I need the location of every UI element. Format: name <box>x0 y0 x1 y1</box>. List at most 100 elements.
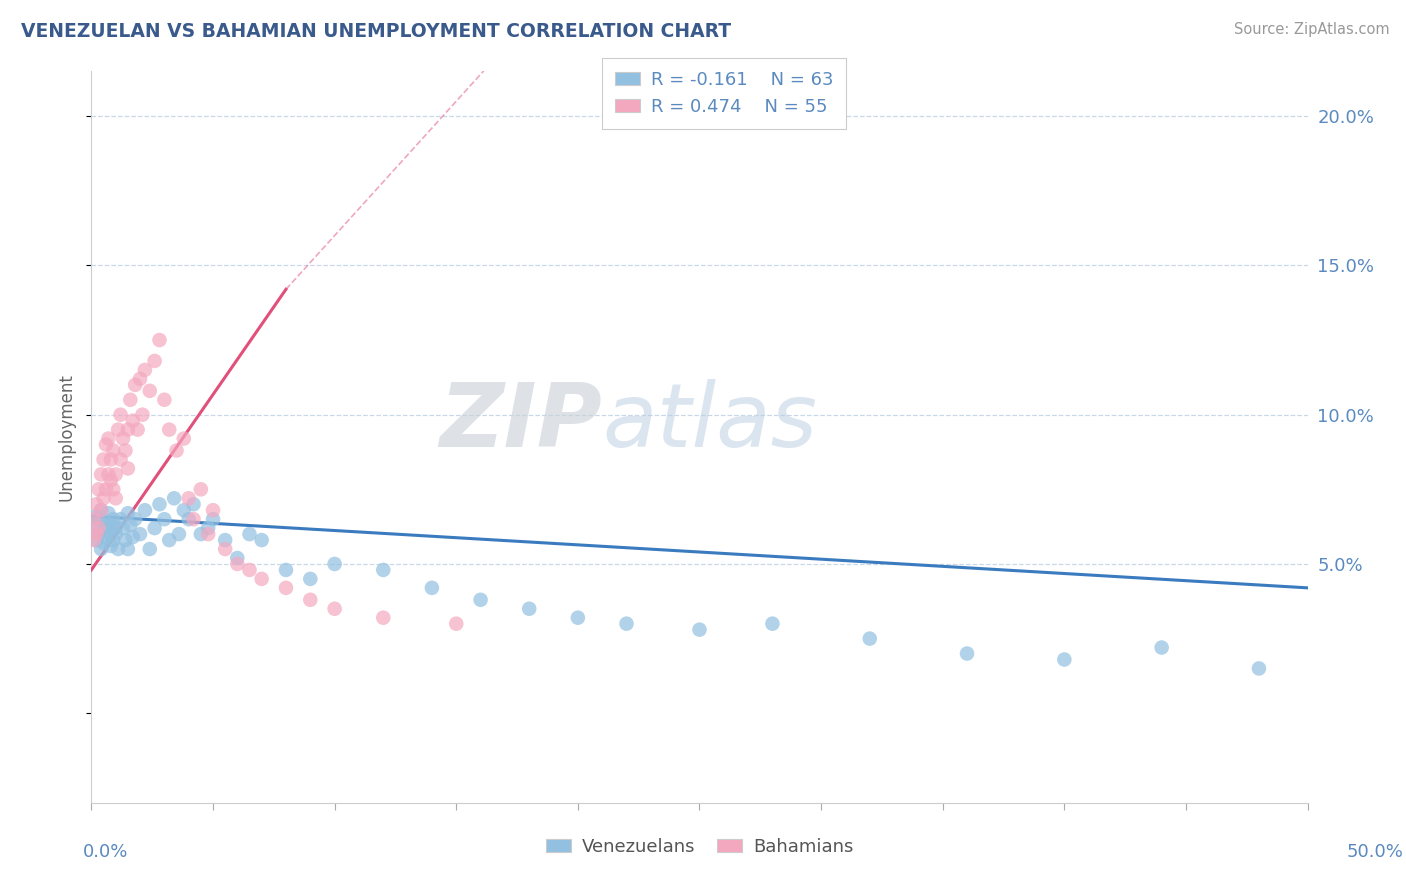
Point <box>202 503 225 517</box>
Point <box>761 616 783 631</box>
Point <box>129 372 152 386</box>
Point <box>238 563 260 577</box>
Point <box>127 423 149 437</box>
Legend: Venezuelans, Bahamians: Venezuelans, Bahamians <box>538 830 860 863</box>
Point <box>202 512 225 526</box>
Point <box>323 601 346 615</box>
Point <box>197 527 219 541</box>
Point <box>124 377 146 392</box>
Point <box>84 533 107 547</box>
Point <box>87 527 110 541</box>
Point <box>121 530 143 544</box>
Point <box>134 503 156 517</box>
Point <box>94 437 117 451</box>
Point <box>183 497 205 511</box>
Point <box>103 533 125 547</box>
Point <box>226 557 249 571</box>
Point <box>190 527 212 541</box>
Point <box>90 503 112 517</box>
Point <box>110 408 132 422</box>
Point <box>90 503 112 517</box>
Text: atlas: atlas <box>602 379 817 466</box>
Point <box>214 533 236 547</box>
Point <box>84 497 107 511</box>
Point <box>157 423 180 437</box>
Point <box>274 581 297 595</box>
Point <box>93 521 115 535</box>
Point <box>139 542 162 557</box>
Point <box>153 512 176 526</box>
Point <box>190 483 212 497</box>
Point <box>97 467 120 482</box>
Text: 50.0%: 50.0% <box>1347 843 1403 861</box>
Point <box>1150 640 1173 655</box>
Point <box>173 503 195 517</box>
Point <box>104 491 127 506</box>
Point <box>129 527 152 541</box>
Point <box>90 542 112 557</box>
Point <box>94 530 117 544</box>
Point <box>84 509 107 524</box>
Point <box>373 563 395 577</box>
Point <box>226 551 249 566</box>
Point <box>117 461 139 475</box>
Point <box>148 497 170 511</box>
Point <box>103 483 125 497</box>
Point <box>83 512 105 526</box>
Point <box>567 610 589 624</box>
Point <box>93 452 115 467</box>
Point <box>134 363 156 377</box>
Point <box>177 491 200 506</box>
Point <box>688 623 710 637</box>
Point <box>107 542 129 557</box>
Point <box>100 474 122 488</box>
Point <box>117 506 139 520</box>
Point <box>93 536 115 550</box>
Point <box>299 592 322 607</box>
Point <box>104 527 127 541</box>
Point <box>97 506 120 520</box>
Point <box>444 616 467 631</box>
Point <box>616 616 638 631</box>
Point <box>323 557 346 571</box>
Point <box>120 392 142 407</box>
Point <box>83 533 105 547</box>
Point <box>214 542 236 557</box>
Point <box>163 491 186 506</box>
Point <box>97 432 120 446</box>
Point <box>153 392 176 407</box>
Point <box>124 512 146 526</box>
Point <box>517 601 540 615</box>
Point <box>143 521 166 535</box>
Point <box>956 647 979 661</box>
Point <box>103 443 125 458</box>
Point <box>87 512 110 526</box>
Point <box>107 423 129 437</box>
Point <box>143 354 166 368</box>
Point <box>103 512 125 526</box>
Point <box>83 518 105 533</box>
Point <box>84 527 107 541</box>
Point <box>104 467 127 482</box>
Point <box>859 632 882 646</box>
Point <box>197 521 219 535</box>
Point <box>299 572 322 586</box>
Point <box>420 581 443 595</box>
Point <box>1053 652 1076 666</box>
Point <box>90 467 112 482</box>
Point <box>131 408 153 422</box>
Point <box>274 563 297 577</box>
Point <box>111 432 134 446</box>
Point <box>111 521 134 535</box>
Point <box>93 491 115 506</box>
Text: Source: ZipAtlas.com: Source: ZipAtlas.com <box>1233 22 1389 37</box>
Point <box>238 527 260 541</box>
Point <box>114 443 136 458</box>
Point <box>373 610 395 624</box>
Point <box>110 512 132 526</box>
Point <box>100 518 122 533</box>
Text: ZIP: ZIP <box>440 379 602 466</box>
Point <box>183 512 205 526</box>
Point <box>97 524 120 538</box>
Point <box>94 483 117 497</box>
